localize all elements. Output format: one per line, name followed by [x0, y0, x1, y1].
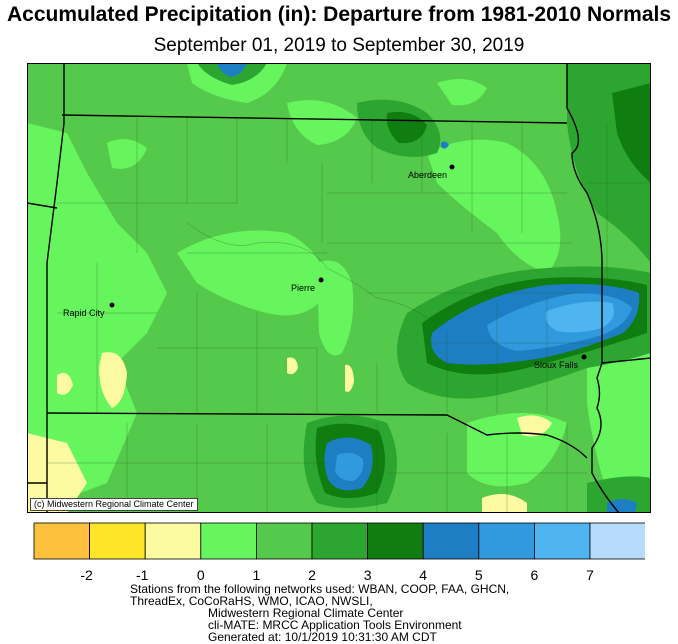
svg-text:Rapid City: Rapid City	[63, 308, 105, 318]
legend-swatch	[144, 522, 202, 560]
map-title: Accumulated Precipitation (in): Departur…	[6, 3, 672, 26]
legend-colorbar	[33, 522, 645, 560]
legend-swatch	[533, 522, 591, 560]
city-marker-rapid-city: Rapid City	[63, 302, 115, 318]
legend-tick-label: 0	[196, 567, 205, 583]
legend-swatch	[200, 522, 257, 560]
legend-tick-label: 7	[586, 567, 594, 583]
legend-tick-label: -2	[80, 567, 93, 583]
legend-tick-label: 6	[530, 567, 539, 583]
legend-swatch	[422, 522, 480, 560]
footer-line-app: cli-MATE: MRCC Application Tools Environ…	[208, 618, 462, 632]
legend-swatch	[478, 522, 535, 560]
legend-tick-label: 5	[474, 567, 483, 583]
legend-tick-label: 1	[252, 567, 261, 583]
footer-line-center: Midwestern Regional Climate Center	[208, 606, 404, 620]
legend-swatch	[255, 522, 313, 560]
legend-swatch	[367, 522, 424, 560]
city-marker-pierre: Pierre	[291, 277, 324, 293]
footer-line-generated: Generated at: 10/1/2019 10:31:30 AM CDT	[208, 630, 437, 644]
legend-tick-label: 4	[419, 567, 428, 583]
legend-swatch	[89, 522, 146, 560]
footer-line-networks: Stations from the following networks use…	[130, 582, 510, 596]
city-marker-sioux-falls: Sioux Falls	[534, 354, 587, 370]
data-sources-footer: Stations from the following networks use…	[130, 583, 509, 643]
copyright-notice: (c) Midwestern Regional Climate Center	[30, 498, 198, 511]
svg-text:Sioux Falls: Sioux Falls	[534, 360, 579, 370]
legend-swatch	[311, 522, 368, 560]
precipitation-departure-map: Aberdeen Pierre Rapid City Sioux Falls	[27, 63, 651, 513]
legend-tick-label: 3	[363, 567, 372, 583]
legend-tick-label: -1	[135, 567, 149, 583]
legend-swatch	[33, 522, 90, 560]
legend-swatch	[589, 522, 645, 560]
map-subtitle: September 01, 2019 to September 30, 2019	[153, 35, 525, 56]
svg-text:Aberdeen: Aberdeen	[408, 170, 447, 180]
legend-tick-label: 2	[308, 567, 316, 583]
footer-line-networks-cont: ThreadEx, CoCoRaHS, WMO, ICAO, NWSLI,	[130, 594, 373, 608]
city-marker-aberdeen: Aberdeen	[408, 164, 455, 180]
svg-text:Pierre: Pierre	[291, 283, 315, 293]
